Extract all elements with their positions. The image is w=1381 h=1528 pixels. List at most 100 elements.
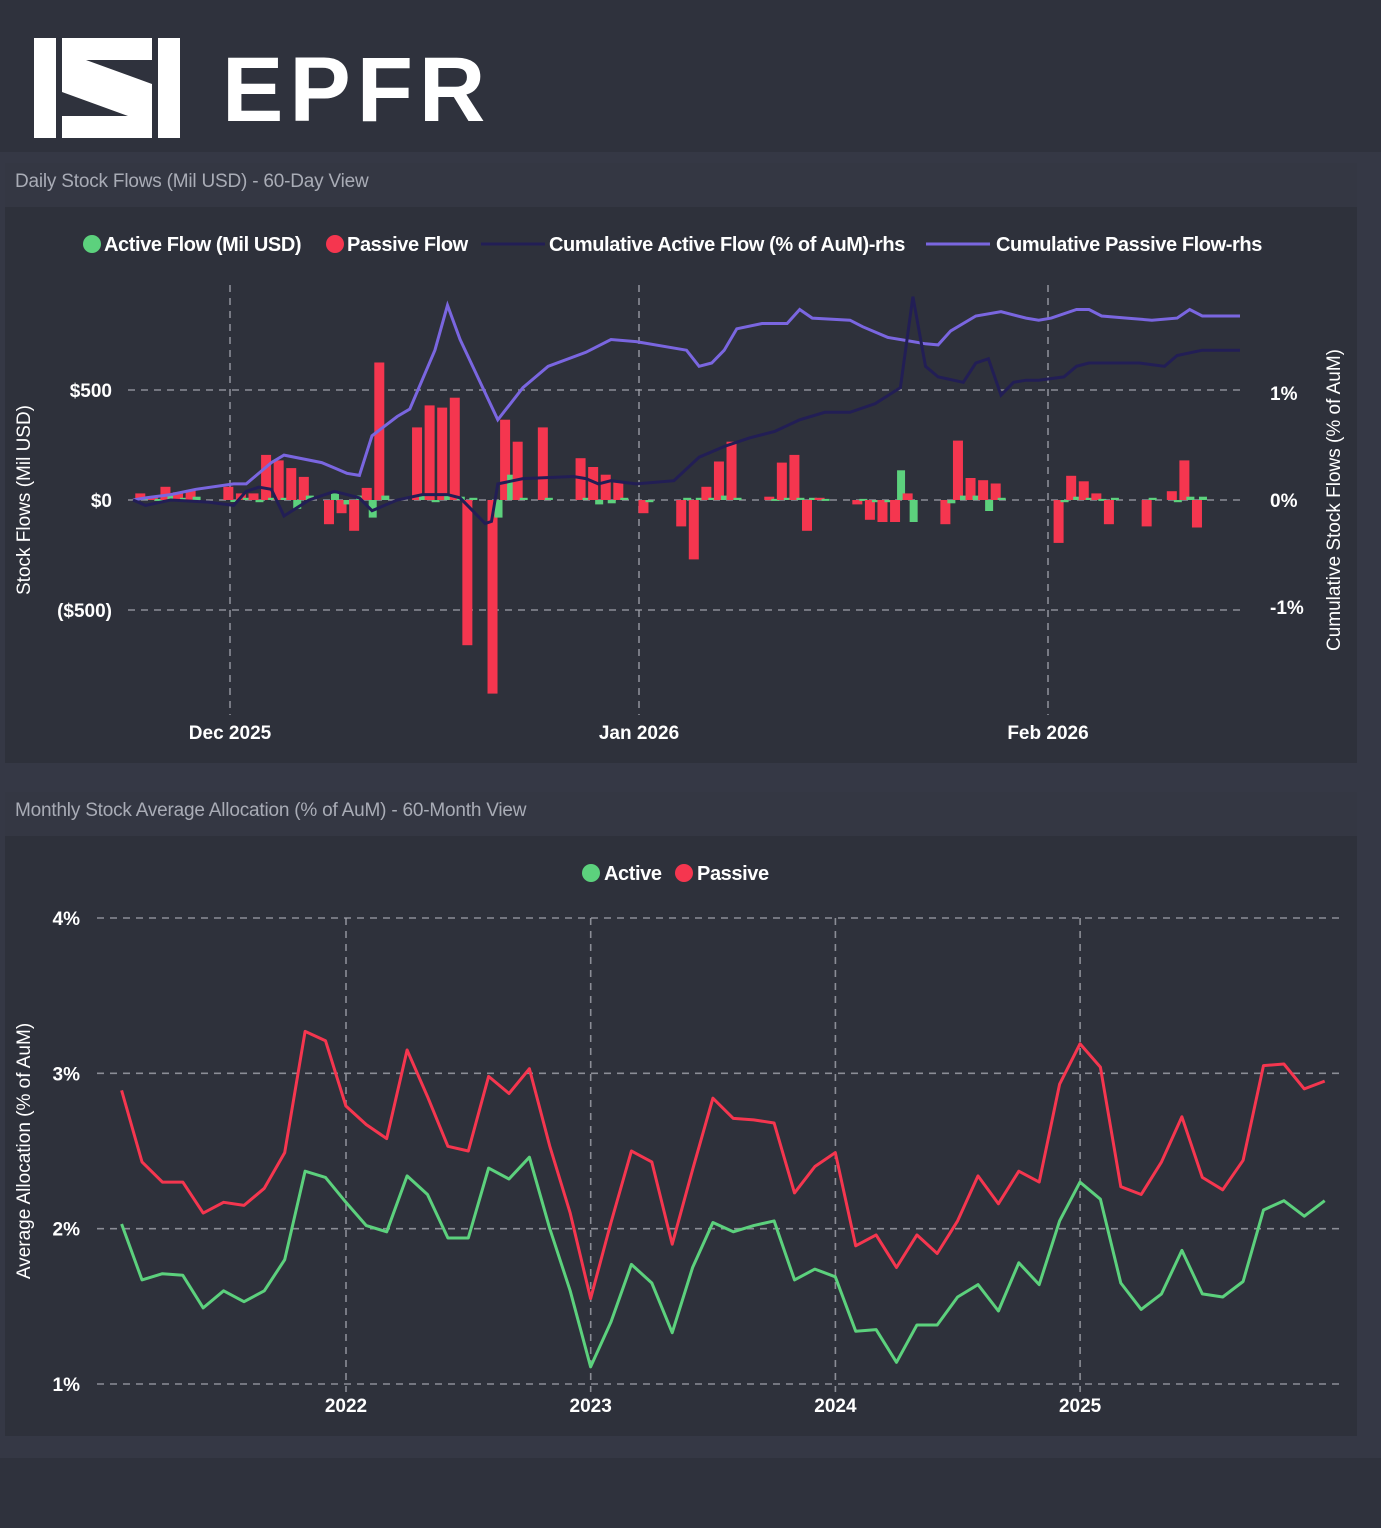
x-tick-label: 2023	[570, 1396, 612, 1417]
active-bar	[494, 500, 503, 518]
passive-bar	[449, 397, 460, 500]
active-bar	[268, 497, 277, 500]
y-tick-label: 4%	[53, 909, 81, 930]
passive-bar	[890, 500, 901, 522]
passive-bar	[1103, 500, 1114, 525]
x-tick-label: Feb 2026	[1007, 723, 1088, 744]
passive-bar	[978, 480, 989, 500]
panel-title-bar	[5, 163, 1357, 207]
active-bar	[972, 495, 981, 500]
x-tick-label: Jan 2026	[599, 723, 679, 744]
legend-marker	[326, 235, 344, 253]
active-bar	[796, 497, 805, 500]
active-bar	[544, 497, 553, 500]
active-bar	[343, 500, 352, 505]
active-bar	[1073, 496, 1082, 500]
passive-bar	[764, 496, 775, 500]
passive-bar	[437, 407, 448, 500]
passive-bar	[688, 500, 699, 560]
passive-bar	[223, 486, 234, 500]
y-tick-label: 1%	[53, 1375, 81, 1396]
passive-bar	[500, 419, 511, 500]
passive-bar	[1078, 481, 1089, 500]
active-bar	[431, 500, 440, 503]
passive-bar	[298, 476, 309, 500]
passive-bar	[424, 405, 435, 500]
active-bar	[771, 498, 780, 501]
legend-label: Passive Flow	[347, 234, 469, 256]
passive-bar	[1141, 500, 1152, 527]
active-bar	[381, 495, 390, 500]
passive-bar	[864, 500, 875, 520]
passive-bar	[613, 482, 624, 500]
active-bar	[620, 497, 629, 500]
active-bar	[607, 500, 616, 504]
active-bar	[305, 495, 314, 500]
passive-bar	[814, 497, 825, 500]
active-bar	[985, 500, 994, 511]
passive-bar	[990, 483, 1001, 500]
active-bar	[871, 500, 880, 503]
active-bar	[1173, 500, 1182, 503]
legend-marker	[675, 864, 693, 882]
passive-bar	[412, 427, 423, 500]
passive-bar	[713, 461, 724, 500]
monthly-allocation-chart: 4% 3% 2% 1% 2022 2023 2024 2025 Average Allocati…	[14, 863, 1340, 1417]
passive-bar	[588, 467, 599, 500]
passive-bar	[726, 441, 737, 500]
active-bar	[884, 500, 893, 503]
active-bar	[519, 497, 528, 500]
active-bar	[783, 497, 792, 500]
active-bar	[909, 500, 918, 522]
active-bar	[154, 498, 163, 501]
active-bar	[293, 500, 302, 509]
passive-bar	[676, 500, 687, 527]
active-bar	[645, 500, 654, 503]
active-bar	[230, 500, 239, 502]
passive-bar	[160, 486, 171, 500]
active-bar	[280, 497, 289, 500]
active-bar	[1186, 496, 1195, 500]
passive-bar	[1066, 475, 1077, 500]
monthly-allocation-panel: Monthly Stock Average Allocation (% of A…	[5, 792, 1357, 1436]
active-bar	[330, 493, 339, 500]
active-bar	[1198, 496, 1207, 500]
y-tick-label: $0	[91, 491, 112, 512]
passive-bar	[273, 460, 284, 500]
passive-bar	[361, 487, 372, 500]
passive-bar	[600, 474, 611, 500]
legend-marker	[582, 864, 600, 882]
legend-label: Active Flow (Mil USD)	[104, 234, 301, 256]
active-bar	[469, 497, 478, 500]
active-bar	[595, 500, 604, 505]
legend-label: Active	[604, 863, 662, 885]
y2-axis-title: Cumulative Stock Flows (% of AuM)	[1324, 349, 1345, 651]
passive-bar	[462, 500, 473, 646]
y-tick-label: $500	[70, 381, 112, 402]
active-bar	[733, 497, 742, 500]
epfr-logo-icon	[34, 38, 180, 138]
active-bar	[897, 470, 906, 500]
passive-bar	[701, 486, 712, 500]
active-bar	[947, 500, 956, 504]
passive-bar	[336, 500, 347, 514]
passive-bar	[902, 493, 913, 500]
x-tick-label: 2025	[1059, 1396, 1102, 1417]
passive-line	[120, 1029, 1326, 1301]
active-bar	[582, 497, 591, 500]
active-bar	[1110, 497, 1119, 500]
passive-bar	[248, 493, 259, 500]
monthly-allocation-title: Monthly Stock Average Allocation (% of A…	[15, 800, 527, 821]
y-axis-title: Average Allocation (% of AuM)	[14, 1023, 35, 1279]
active-bar	[708, 497, 717, 500]
cumulative-passive-line	[132, 300, 1240, 502]
passive-bar	[940, 500, 951, 525]
passive-bar	[638, 500, 649, 514]
passive-bar	[512, 441, 523, 500]
legend-label: Passive	[697, 863, 769, 885]
passive-bar	[537, 427, 548, 500]
passive-bar	[776, 462, 787, 500]
active-bar	[255, 500, 264, 503]
passive-bar	[173, 492, 184, 500]
active-bar	[507, 474, 516, 500]
